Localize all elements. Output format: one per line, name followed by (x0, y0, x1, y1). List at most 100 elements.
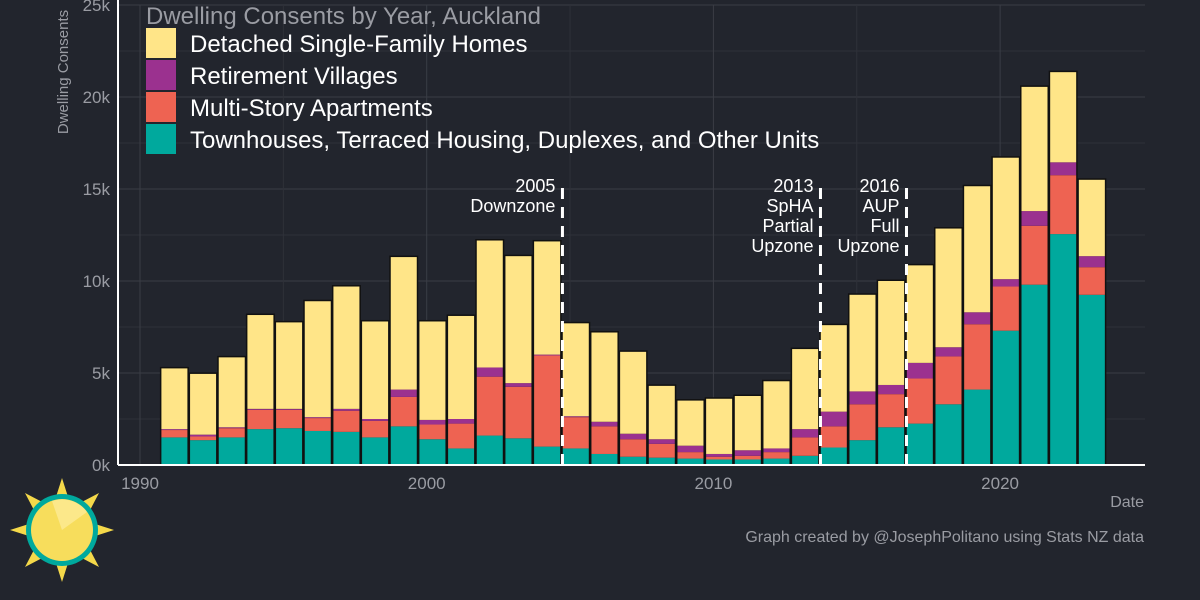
bar-segment (534, 446, 561, 465)
bar-stack-2003 (503, 254, 533, 465)
bar-stack-2001 (446, 314, 476, 465)
bar-segment (247, 408, 274, 410)
legend-label: Retirement Villages (190, 63, 398, 90)
bar-segment (792, 429, 819, 438)
bar-segment (562, 416, 589, 418)
bar-segment (247, 315, 274, 409)
legend-swatch (146, 92, 176, 122)
bar-segment (734, 459, 761, 465)
bar-segment (476, 240, 503, 368)
bar-segment (906, 378, 933, 424)
bar-segment (820, 447, 847, 465)
bar-segment (763, 458, 790, 465)
bar-segment (677, 452, 704, 459)
bar-segment (763, 452, 790, 459)
bar-segment (190, 436, 217, 441)
bar-segment (706, 398, 733, 454)
bar-segment (161, 429, 188, 431)
credit-text: Graph created by @JosephPolitano using S… (745, 529, 1144, 546)
bar-stack-2006 (589, 331, 619, 465)
annotation-text: AUP (862, 196, 899, 216)
y-tick-label: 20k (83, 88, 111, 107)
legend-label: Townhouses, Terraced Housing, Duplexes, … (190, 127, 819, 154)
bar-segment (878, 427, 905, 465)
x-tick-label: 2020 (981, 474, 1019, 493)
bar-segment (534, 241, 561, 355)
bar-stack-2008 (647, 384, 677, 465)
bar-stack-1998 (360, 319, 390, 465)
annotation-lines: 2005Downzone2013SpHAPartialUpzone2016AUP… (470, 176, 908, 465)
bar-stack-2018 (933, 227, 963, 465)
bar-segment (964, 186, 991, 313)
bar-stack-2016 (876, 279, 906, 465)
bar-segment (562, 448, 589, 465)
legend-label: Detached Single-Family Homes (190, 31, 527, 58)
bar-segment (1050, 162, 1077, 176)
bar-stack-2007 (618, 350, 648, 465)
annotation-text: SpHA (766, 196, 813, 216)
bar-segment (476, 367, 503, 377)
bar-segment (505, 383, 532, 387)
bar-stack-2020 (991, 156, 1021, 465)
bar-stack-2013 (790, 347, 820, 465)
annotation-text: 2016 (859, 176, 899, 196)
legend-swatch (146, 28, 176, 58)
bar-segment (906, 362, 933, 379)
bar-segment (190, 373, 217, 435)
bar-segment (161, 368, 188, 430)
bar-segment (1021, 284, 1048, 465)
bar-segment (648, 457, 675, 465)
bar-segment (247, 429, 274, 465)
bar-segment (763, 381, 790, 449)
bar-stack-1999 (389, 255, 419, 465)
bar-segment (820, 325, 847, 412)
bar-segment (419, 419, 446, 425)
bar-segment (161, 430, 188, 438)
bar-segment (620, 351, 647, 434)
axes: 0k 5k 10k 15k 20k 25k 1990 2000 2010 2020 (83, 0, 1145, 493)
x-tick-label: 2000 (408, 474, 446, 493)
x-tick-label: 2010 (694, 474, 732, 493)
bar-segment (620, 433, 647, 440)
bar-segment (992, 279, 1019, 287)
annotation-text: Upzone (837, 236, 899, 256)
bar-segment (906, 265, 933, 363)
bar-segment (276, 408, 303, 410)
bar-segment (792, 455, 819, 465)
bar-segment (591, 453, 618, 465)
bar-segment (448, 448, 475, 465)
bar-segment (218, 427, 245, 429)
bar-segment (878, 384, 905, 395)
bar-segment (419, 424, 446, 440)
bar-segment (534, 354, 561, 356)
bar-segment (820, 426, 847, 448)
bar-segment (648, 439, 675, 444)
bar-stack-2023 (1077, 178, 1107, 466)
bar-segment (906, 423, 933, 465)
bar-segment (849, 391, 876, 405)
bar-segment (505, 256, 532, 384)
bar-segment (218, 357, 245, 428)
bar-segment (362, 321, 389, 419)
bar-segment (935, 404, 962, 465)
bar-segment (1050, 72, 1077, 163)
bar-segment (333, 408, 360, 411)
bar-stack-2009 (675, 399, 705, 465)
bar-stack-1994 (245, 313, 275, 465)
bar-segment (1078, 294, 1105, 465)
bar-segment (304, 301, 331, 418)
annotation-text: Full (870, 216, 899, 236)
bar-segment (1078, 179, 1105, 257)
bar-segment (620, 439, 647, 457)
bar-stack-2022 (1048, 70, 1078, 465)
bar-segment (390, 257, 417, 390)
bar-segment (333, 410, 360, 432)
bar-segment (333, 286, 360, 409)
bar-segment (677, 458, 704, 465)
bar-stack-2015 (847, 293, 877, 465)
bar-segment (534, 355, 561, 447)
bars (159, 70, 1107, 466)
annotation-text: 2013 (773, 176, 813, 196)
bar-stack-1992 (188, 372, 218, 465)
bar-stack-2000 (417, 319, 447, 465)
